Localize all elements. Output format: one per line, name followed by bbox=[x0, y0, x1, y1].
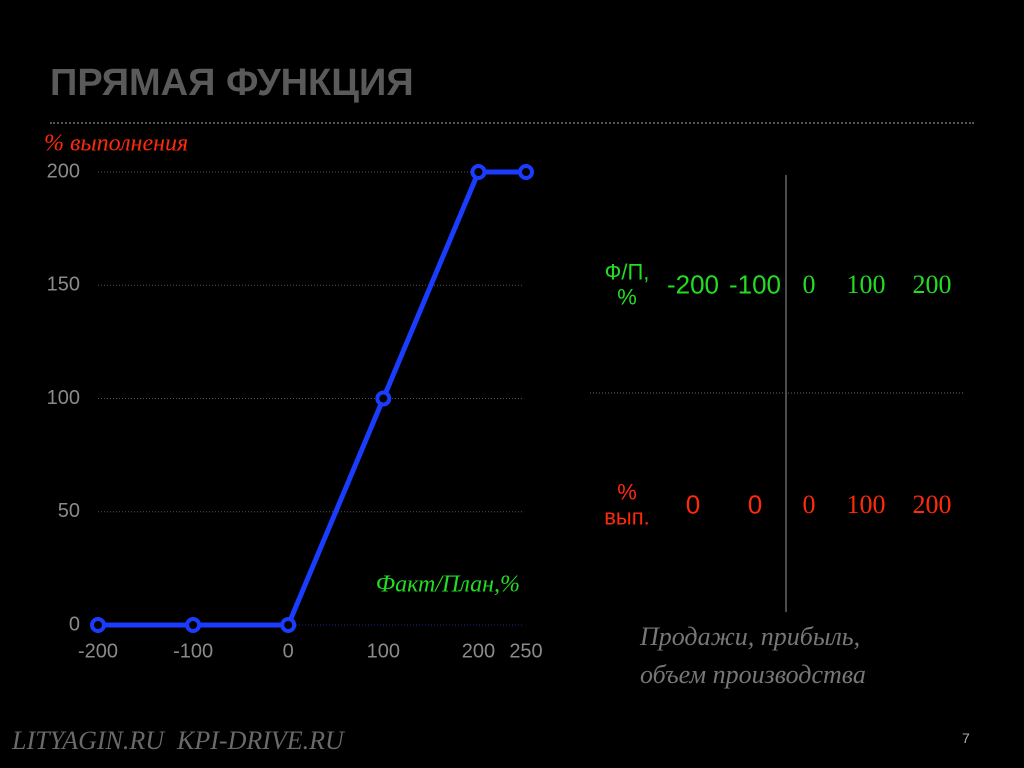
y-tick-label: 0 bbox=[69, 613, 80, 635]
marker bbox=[375, 390, 392, 407]
page-number: 7 bbox=[962, 730, 970, 746]
table-cell: -200 bbox=[666, 269, 720, 300]
title-rule bbox=[50, 122, 974, 124]
x-tick-label: 100 bbox=[367, 640, 400, 662]
marker bbox=[90, 617, 106, 633]
caption: Продажи, прибыль, объем производства bbox=[640, 618, 866, 694]
marker bbox=[470, 164, 487, 180]
table-cell: -100 bbox=[728, 269, 782, 300]
table-cell: 100 bbox=[846, 270, 886, 299]
table-row-header: % вып. bbox=[604, 479, 650, 530]
caption-line: объем производства bbox=[640, 660, 866, 689]
x-tick-label: -200 bbox=[78, 640, 118, 662]
table-cell: 0 bbox=[802, 490, 816, 519]
footer: LITYAGIN.RU KPI-DRIVE.RU bbox=[12, 726, 344, 755]
table-cell: 200 bbox=[912, 490, 952, 519]
marker bbox=[185, 617, 202, 633]
y-tick-label: 50 bbox=[58, 500, 80, 522]
x-tick-label: 0 bbox=[283, 640, 294, 662]
caption-line: Продажи, прибыль, bbox=[640, 622, 861, 651]
x-tick-label: -100 bbox=[173, 640, 213, 662]
x-tick-label: 250 bbox=[509, 640, 542, 662]
x-axis-label: Факт/План,% bbox=[376, 572, 520, 598]
table-cell: 0 bbox=[802, 270, 816, 299]
y-tick-label: 200 bbox=[47, 160, 80, 182]
table-cell: 200 bbox=[912, 270, 952, 299]
slide-title: ПРЯМАЯ ФУНКЦИЯ bbox=[50, 62, 414, 104]
marker bbox=[518, 164, 534, 180]
x-tick-label: 200 bbox=[462, 640, 495, 662]
y-tick-label: 100 bbox=[47, 387, 80, 409]
table-cell: 100 bbox=[846, 490, 886, 519]
table-cell: 0 bbox=[747, 489, 763, 520]
y-axis-label: % выполнения bbox=[44, 131, 188, 157]
y-tick-label: 150 bbox=[47, 274, 80, 296]
marker bbox=[280, 617, 297, 633]
table-cell: 0 bbox=[685, 489, 701, 520]
table-row-header: Ф/П, % bbox=[604, 259, 650, 310]
